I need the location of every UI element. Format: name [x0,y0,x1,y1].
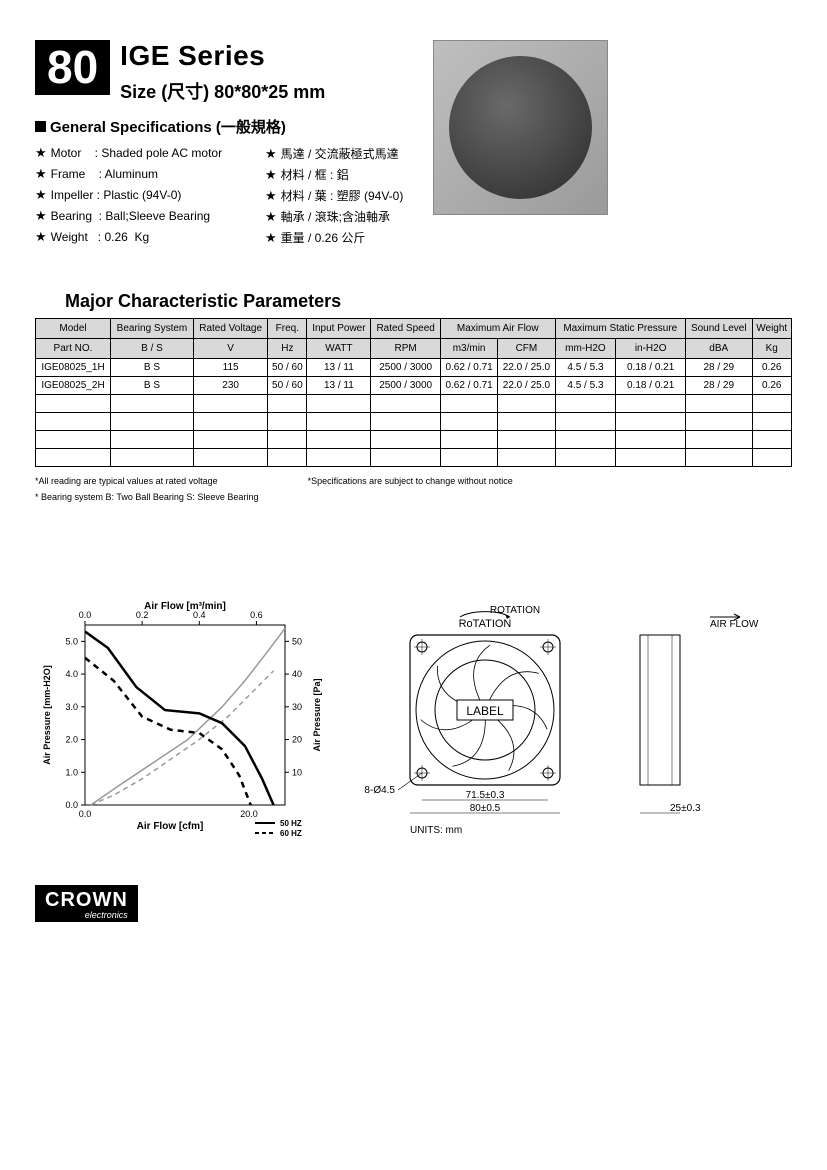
model-badge: 80 [35,40,110,95]
svg-text:RoTATION: RoTATION [459,618,512,630]
svg-text:25±0.3: 25±0.3 [670,803,701,814]
table-row [36,449,792,467]
svg-text:0.0: 0.0 [79,610,92,620]
footnote-a: *All reading are typical values at rated… [35,476,218,486]
footnote-b: *Specifications are subject to change wi… [308,476,513,486]
svg-text:Air Flow [cfm]: Air Flow [cfm] [137,821,204,832]
diagrams-row: 0.01.02.03.04.05.010203040500.00.20.40.6… [35,595,792,855]
spec-en: ★Weight : 0.26 Kg [35,229,245,246]
size-line: Size (尺寸) 80*80*25 mm [120,78,403,104]
spec-zh: ★重量 / 0.26 公斤 [265,229,403,246]
footnotes: *All reading are typical values at rated… [35,473,792,505]
svg-text:20: 20 [292,735,302,745]
square-bullet-icon [35,121,46,132]
svg-text:UNITS: mm: UNITS: mm [410,825,462,836]
svg-text:4.0: 4.0 [65,669,78,679]
svg-text:Air Pressure [Pa]: Air Pressure [Pa] [312,679,322,752]
mcp-title: Major Characteristic Parameters [65,291,792,312]
header: 80 IGE Series Size (尺寸) 80*80*25 mm Gene… [35,40,792,271]
svg-text:2.0: 2.0 [65,735,78,745]
table-row [36,395,792,413]
mechanical-drawing: LABEL ROTATION RoTATION 8-Ø4.5 71.5±0.3 80±0.… [360,595,770,845]
svg-text:5.0: 5.0 [65,637,78,647]
spec-en: ★Bearing : Ball;Sleeve Bearing [35,208,245,225]
spec-zh: ★材料 / 框 : 鋁 [265,166,403,183]
specs-grid: ★Motor : Shaded pole AC motor ★馬達 / 交流蔽極式… [35,145,403,246]
spec-en: ★Frame : Aluminum [35,166,245,183]
general-specs-title: General Specifications (一般規格) [35,116,403,137]
svg-text:0.0: 0.0 [79,809,92,819]
svg-text:50: 50 [292,637,302,647]
product-photo [433,40,608,215]
spec-en: ★Impeller : Plastic (94V-0) [35,187,245,204]
spec-zh: ★馬達 / 交流蔽極式馬達 [265,145,403,162]
svg-text:ROTATION: ROTATION [490,605,540,616]
svg-text:0.6: 0.6 [250,610,263,620]
table-row [36,431,792,449]
param-table: ModelBearing SystemRated VoltageFreq.Inp… [35,318,792,467]
general-specs-label: General Specifications (一般規格) [50,116,286,137]
airflow-chart: 0.01.02.03.04.05.010203040500.00.20.40.6… [35,595,335,855]
table-row: IGE08025_2HB S23050 / 6013 / 112500 / 30… [36,377,792,395]
table-row [36,413,792,431]
svg-text:AIR FLOW: AIR FLOW [710,619,759,630]
svg-text:10: 10 [292,768,302,778]
svg-text:1.0: 1.0 [65,768,78,778]
svg-text:40: 40 [292,669,302,679]
svg-text:3.0: 3.0 [65,702,78,712]
table-row: IGE08025_1HB S11550 / 6013 / 112500 / 30… [36,359,792,377]
footnote-c: * Bearing system B: Two Ball Bearing S: … [35,489,792,505]
svg-text:0.0: 0.0 [65,800,78,810]
svg-text:LABEL: LABEL [466,704,504,718]
svg-text:Air Flow [m³/min]: Air Flow [m³/min] [144,601,226,612]
svg-text:50 HZ: 50 HZ [280,819,302,828]
svg-text:30: 30 [292,702,302,712]
logo-main: CROWN [45,889,128,912]
svg-text:71.5±0.3: 71.5±0.3 [466,790,505,801]
brand-logo: CROWN electronics [35,885,138,922]
svg-text:Air Pressure [mm-H2O]: Air Pressure [mm-H2O] [42,666,52,766]
svg-text:8-Ø4.5: 8-Ø4.5 [364,785,395,796]
svg-text:80±0.5: 80±0.5 [470,803,501,814]
spec-en: ★Motor : Shaded pole AC motor [35,145,245,162]
spec-zh: ★材料 / 葉 : 塑膠 (94V-0) [265,187,403,204]
spec-zh: ★軸承 / 滾珠;含油軸承 [265,208,403,225]
svg-text:20.0: 20.0 [240,809,258,819]
series-title: IGE Series [120,40,403,72]
svg-text:60 HZ: 60 HZ [280,829,302,838]
